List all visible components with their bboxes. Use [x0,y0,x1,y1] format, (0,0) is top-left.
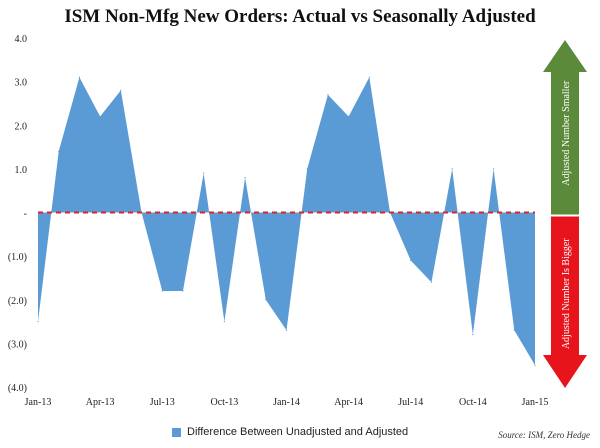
data-point [182,290,184,292]
x-tick-label: Jan-13 [25,397,52,408]
series-layer [37,76,536,366]
data-point [327,94,329,96]
data-point [472,334,474,336]
up-arrow-label: Adjusted Number Smaller [561,80,572,186]
data-point [410,259,412,262]
data-point [244,177,246,179]
down-arrow-shape [543,216,587,388]
data-point [285,329,288,331]
data-point [265,299,267,301]
x-tick-label: Jul-13 [150,397,175,408]
arrow-annotations: Adjusted Number Smaller Adjusted Number I… [543,40,587,388]
data-point [161,290,163,292]
x-tick-label: Jan-14 [273,397,300,408]
x-tick-label: Oct-14 [459,397,487,408]
up-arrow-shape [543,40,587,215]
data-point [120,89,122,91]
data-point [492,168,495,170]
data-point [37,320,39,323]
x-tick-label: Apr-14 [334,397,363,408]
legend: Difference Between Unadjusted and Adjust… [172,426,408,438]
data-point [451,168,453,170]
data-point [306,168,308,170]
source-note: Source: ISM, Zero Hedge [498,430,590,440]
x-tick-label: Apr-13 [86,397,115,408]
y-tick-label: (4.0) [8,383,27,394]
x-axis: Jan-13 Apr-13 Jul-13 Oct-13 Jan-14 Apr-14 Jul-… [25,397,549,408]
y-tick-label: (2.0) [8,296,27,307]
data-point [348,115,350,118]
data-point [78,76,81,78]
y-tick-label: (1.0) [8,252,27,263]
y-tick-label: 1.0 [15,165,28,176]
y-tick-label: (3.0) [8,339,27,350]
y-tick-label: 3.0 [15,78,28,89]
legend-label: Difference Between Unadjusted and Adjust… [187,426,409,438]
data-point [58,150,60,153]
data-point [223,320,225,323]
data-point [368,76,370,78]
x-tick-label: Jul-14 [398,397,423,408]
legend-swatch [172,427,181,437]
data-point [430,281,433,283]
y-tick-label: - [24,209,27,220]
data-point [534,364,536,366]
x-tick-label: Jan-15 [522,397,549,408]
series-area [38,77,535,366]
x-tick-label: Oct-13 [210,397,238,408]
data-point [203,172,205,174]
down-arrow-label: Adjusted Number Is Bigger [561,238,572,349]
y-axis: 4.0 3.0 2.0 1.0 - (1.0) (2.0) (3.0) (4.0) [8,34,27,394]
data-point [99,115,101,118]
y-tick-label: 2.0 [15,121,28,132]
y-tick-label: 4.0 [15,34,28,45]
chart-title: ISM Non-Mfg New Orders: Actual vs Season… [64,6,536,27]
data-point [513,329,515,331]
